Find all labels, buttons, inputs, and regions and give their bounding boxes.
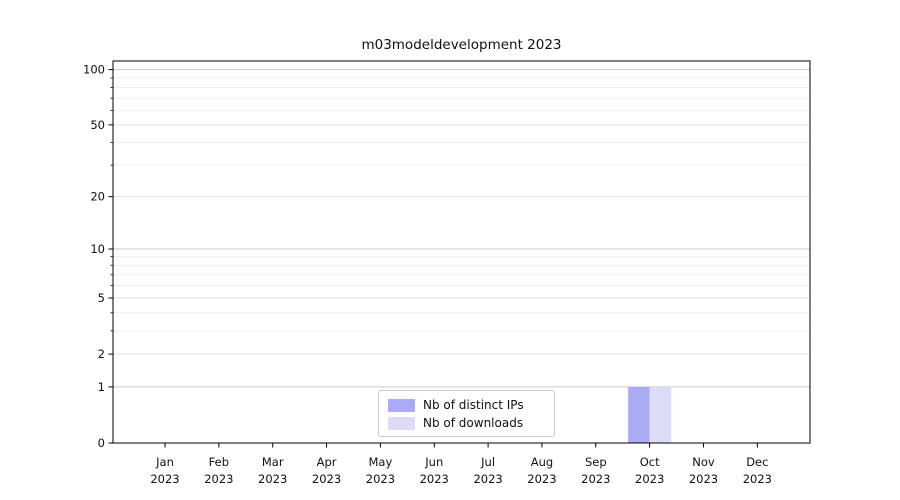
x-tick-label-year: 2023 <box>312 472 341 486</box>
x-tick-label-year: 2023 <box>635 472 664 486</box>
x-tick-label-month: Aug <box>531 455 553 469</box>
x-tick-label-year: 2023 <box>527 472 556 486</box>
legend-swatch-downloads-icon <box>388 416 415 430</box>
legend-label-distinct-ips: Nb of distinct IPs <box>423 398 524 412</box>
x-tick-label-year: 2023 <box>743 472 772 486</box>
y-tick-label: 10 <box>90 242 105 256</box>
x-tick-label-month: Oct <box>640 455 660 469</box>
y-tick-label: 100 <box>83 63 105 77</box>
y-tick-label: 1 <box>98 380 105 394</box>
x-tick-label-month: Mar <box>262 455 284 469</box>
x-tick-label-month: Feb <box>209 455 229 469</box>
y-tick-label: 0 <box>98 436 105 450</box>
legend: Nb of distinct IPs Nb of downloads <box>378 390 555 437</box>
legend-label-downloads: Nb of downloads <box>423 416 524 430</box>
x-tick-label-year: 2023 <box>150 472 179 486</box>
x-tick-label-year: 2023 <box>689 472 718 486</box>
x-tick-label-month: Dec <box>746 455 768 469</box>
plot-border <box>112 60 811 444</box>
bar-downloads <box>649 386 672 443</box>
x-tick-label-month: Apr <box>317 455 337 469</box>
x-tick-label-month: Jul <box>480 455 495 469</box>
y-tick-label: 20 <box>90 190 105 204</box>
legend-item-downloads: Nb of downloads <box>388 414 545 432</box>
x-tick-label-year: 2023 <box>204 472 233 486</box>
y-tick-label: 50 <box>90 118 105 132</box>
x-tick-label-year: 2023 <box>258 472 287 486</box>
x-tick-label-year: 2023 <box>581 472 610 486</box>
x-tick-label-month: Jun <box>424 455 443 469</box>
x-tick-label-year: 2023 <box>473 472 502 486</box>
x-tick-label-year: 2023 <box>420 472 449 486</box>
legend-swatch-distinct-ips-icon <box>388 398 415 412</box>
chart-title: m03modeldevelopment 2023 <box>361 37 562 53</box>
x-tick-label-year: 2023 <box>366 472 395 486</box>
legend-item-distinct-ips: Nb of distinct IPs <box>388 396 545 414</box>
bar-distinct-ips <box>628 386 650 443</box>
x-tick-label-month: May <box>369 455 393 469</box>
x-tick-label-month: Sep <box>585 455 607 469</box>
y-tick-label: 5 <box>98 291 105 305</box>
x-tick-label-month: Nov <box>692 455 715 469</box>
y-tick-label: 2 <box>98 347 105 361</box>
x-tick-label-month: Jan <box>155 455 174 469</box>
